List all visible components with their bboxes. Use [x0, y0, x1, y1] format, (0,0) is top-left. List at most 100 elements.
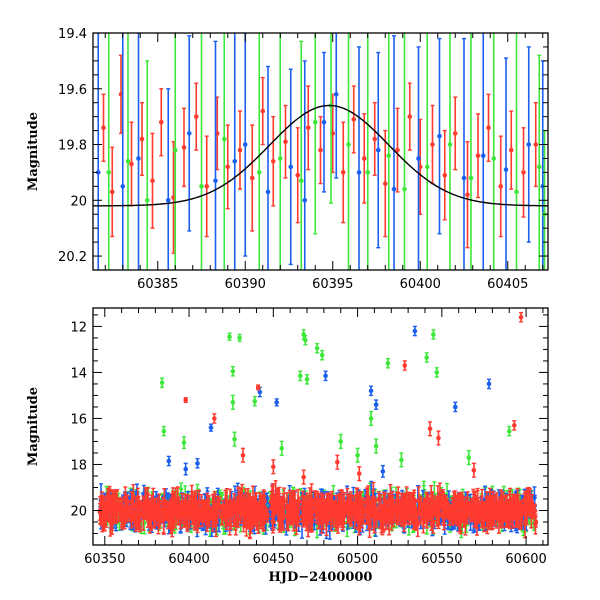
series-1-point [480, 33, 486, 270]
series-0-point [508, 110, 514, 190]
model-curve [93, 104, 548, 207]
data-point [465, 192, 470, 198]
data-point [442, 172, 448, 178]
series-2-point [298, 40, 304, 270]
data-point [120, 184, 126, 189]
series-1-point [437, 37, 442, 235]
data-point [242, 142, 248, 147]
data-point [318, 147, 323, 153]
data-point [461, 175, 467, 181]
data-point [165, 197, 171, 203]
data-point [101, 125, 106, 131]
data-point [407, 114, 413, 119]
series-2-point [125, 33, 131, 270]
series-0-point [340, 121, 346, 224]
y-axis-title: Magnitude [26, 112, 41, 191]
series-1-point [186, 35, 192, 232]
data-point [533, 142, 539, 147]
data-point [321, 119, 327, 125]
data-point [181, 145, 187, 150]
series-0-point [225, 124, 231, 210]
series-1-point [461, 37, 467, 270]
data-point [346, 142, 351, 147]
bottom-panel: 60350 60400 60450 60500 60550 606001214161820… [26, 307, 549, 585]
top-panel: 60385 60390 60395 60400 60405 19.4 19.6 19.8 20 2… [26, 27, 549, 292]
axes-frame [92, 32, 549, 271]
series-0-point [270, 115, 276, 207]
series-0-point [475, 113, 481, 199]
series-0-point [498, 135, 504, 238]
series-0-point [442, 129, 448, 221]
series-2-point [312, 33, 318, 235]
series-2-point [514, 33, 519, 270]
series-1-point [136, 33, 141, 270]
data-point [351, 117, 357, 122]
data-point [106, 170, 112, 175]
series-0-point [372, 102, 378, 176]
series-2-point [106, 33, 112, 270]
data-point [232, 158, 238, 164]
data-point [288, 164, 294, 170]
data-point [498, 184, 504, 189]
plot-area [97, 311, 539, 540]
series-0-point [395, 107, 400, 193]
series-0-point [129, 121, 134, 207]
series-0-point [486, 93, 491, 162]
series-1-point [333, 33, 339, 179]
data-point [340, 170, 346, 175]
x-tick-label: 60405 [487, 277, 528, 292]
series-2-point [277, 33, 283, 270]
series-1-point [526, 46, 532, 243]
series-0-point [158, 88, 164, 157]
series-0-point [351, 85, 357, 154]
series-1-point [288, 68, 294, 266]
data-point [416, 156, 421, 161]
data-point [129, 161, 134, 167]
data-point [312, 119, 318, 125]
series-2-point [346, 33, 351, 270]
y-tick-label: 19.4 [58, 27, 87, 42]
data-point [249, 175, 255, 181]
data-point [150, 178, 155, 184]
series-1-point [302, 60, 308, 270]
series-0-point [237, 110, 243, 190]
data-point [204, 184, 210, 189]
series-2-point [256, 33, 262, 270]
data-point [256, 170, 262, 175]
series-2-point [536, 54, 542, 270]
series-1-point [242, 33, 248, 257]
series-1-point [391, 35, 397, 270]
series-2-point [172, 33, 178, 270]
data-point [452, 131, 458, 136]
data-point [447, 142, 453, 147]
series-1-point [375, 51, 381, 249]
series-0-point [249, 124, 255, 232]
data-point [109, 189, 115, 195]
series-2-point [199, 33, 204, 270]
series-2-point [424, 33, 430, 270]
series-2-point [365, 33, 371, 270]
series-1-point [120, 33, 126, 270]
series-2-point [221, 33, 227, 270]
series-0-point [283, 104, 288, 179]
data-point [521, 170, 526, 175]
series-0-point [430, 104, 435, 185]
data-point [199, 184, 204, 189]
data-point [356, 170, 362, 175]
series-2-point [491, 33, 497, 270]
data-point [158, 119, 164, 125]
data-point [186, 131, 192, 136]
data-point [333, 92, 339, 97]
x-tick-label: 60385 [137, 277, 178, 292]
series-1-point [356, 46, 362, 270]
series-1-point [165, 88, 171, 270]
series-0-point [465, 141, 470, 249]
series-0-point [260, 76, 266, 146]
data-point [375, 147, 381, 153]
series-0-point [150, 132, 155, 229]
data-point [213, 178, 218, 184]
data-point [193, 114, 199, 119]
data-point [221, 136, 227, 142]
